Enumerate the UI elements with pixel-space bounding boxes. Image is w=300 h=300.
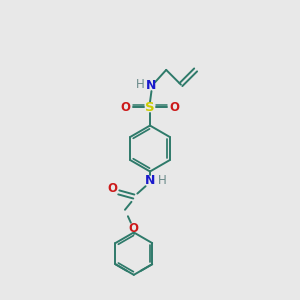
Text: O: O [129, 221, 139, 235]
Text: S: S [145, 101, 155, 114]
Text: H: H [136, 78, 145, 91]
Text: H: H [158, 174, 167, 188]
Text: O: O [107, 182, 117, 195]
Text: O: O [121, 101, 131, 114]
Text: N: N [146, 79, 157, 92]
Text: O: O [169, 101, 179, 114]
Text: N: N [145, 174, 155, 188]
